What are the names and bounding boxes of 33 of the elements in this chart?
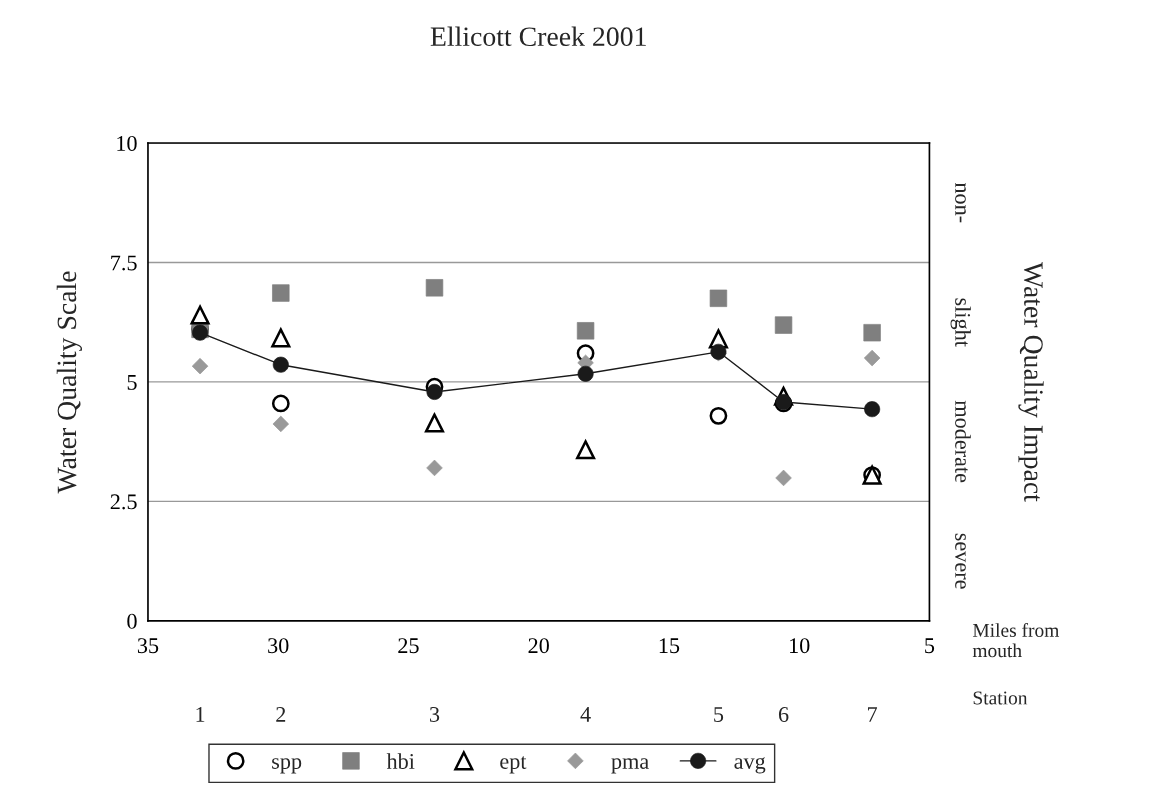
y-tick-label: 5 (127, 375, 137, 390)
y-tick-label: 0 (127, 613, 137, 629)
y-tick-label: 7.5 (111, 255, 137, 271)
text: 3 (430, 707, 440, 722)
x-tick-label: 35 (137, 638, 159, 654)
text: 2 (276, 707, 286, 722)
text: 7 (868, 707, 878, 722)
y-tick-label: 10 (117, 135, 137, 151)
legend-label: ept (500, 756, 527, 774)
x-tick-label: 20 (528, 638, 549, 654)
text: Station (973, 691, 1028, 705)
text: moderate (955, 400, 971, 483)
text: 4 (580, 707, 591, 722)
x-tick-label: 10 (790, 638, 810, 654)
legend-label: spp (272, 758, 302, 774)
y-tick-label: 2.5 (110, 494, 137, 510)
legend-label: pma (611, 758, 649, 774)
legend-label: avg (734, 757, 766, 774)
x-tick-label: 5 (925, 638, 935, 654)
y2-axis-title: Water Quality Impact (1018, 261, 1044, 502)
text: 6 (778, 707, 789, 722)
text: 1 (196, 707, 205, 722)
x-axis-title: Miles from mouth (972, 623, 1060, 658)
x-tick-label: 15 (659, 638, 680, 654)
x-tick-label: 25 (398, 638, 419, 654)
text: severe (955, 533, 966, 589)
chart-title: Ellicott Creek 2001 (430, 26, 646, 47)
legend-label: hbi (386, 753, 415, 769)
y-axis-title: Water Quality Scale (56, 271, 82, 494)
text: 5 (714, 707, 724, 722)
text: non- (955, 182, 966, 223)
x-tick-label: 30 (268, 638, 289, 654)
text: slight (950, 298, 971, 347)
